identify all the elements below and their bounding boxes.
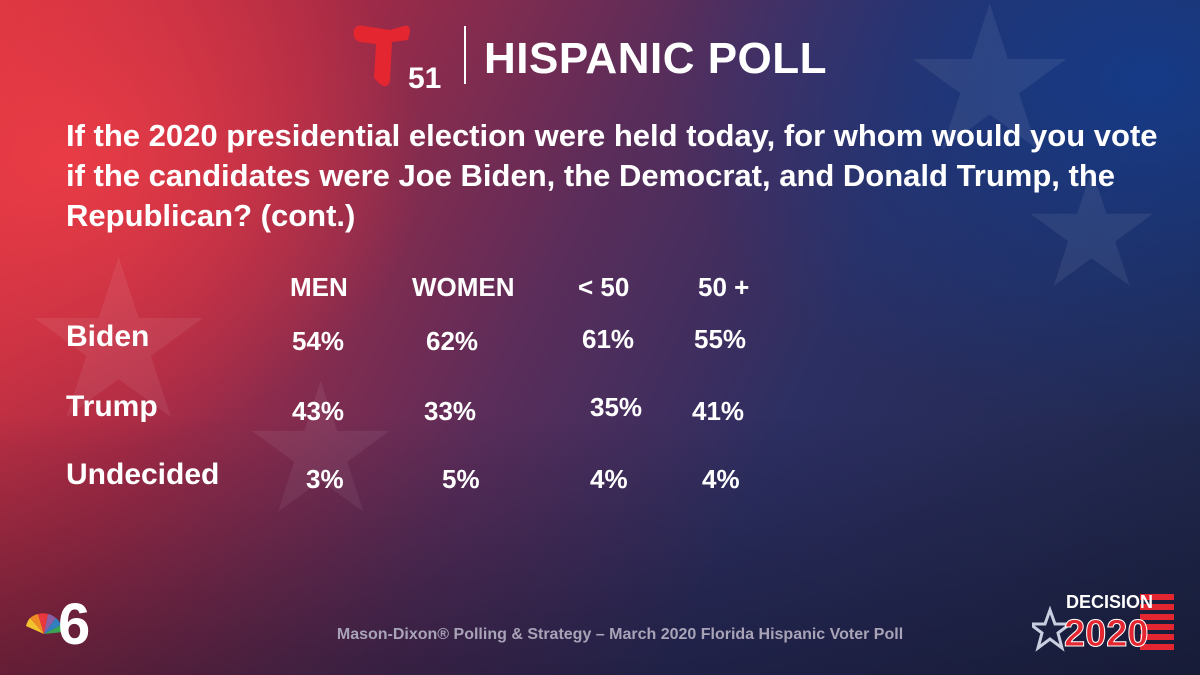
background-star-icon: ★ <box>1020 136 1164 323</box>
table-cell: 5% <box>442 464 480 494</box>
source-footnote: Mason-Dixon® Polling & Strategy – March … <box>336 626 904 643</box>
column-header-under-50: < 50 <box>578 272 630 302</box>
table-cell: 61% <box>582 324 635 354</box>
nbc-6-logo: 6 <box>24 588 96 657</box>
column-header-men: MEN <box>290 272 348 302</box>
star-icon <box>1025 605 1075 652</box>
column-header-50-plus: 50 + <box>698 272 750 302</box>
decision-2020-logo: DECISION 2020 <box>1025 590 1182 656</box>
table-cell: 35% <box>590 392 643 422</box>
background-vignette <box>0 415 1200 675</box>
decision-word: DECISION <box>1066 592 1153 612</box>
row-label-undecided: Undecided <box>66 458 220 491</box>
telemundo-51-logo: 51 <box>352 20 452 92</box>
station-number: 6 <box>58 592 90 650</box>
table-cell: 33% <box>424 396 477 426</box>
table-cell: 4% <box>590 464 628 494</box>
table-cell: 54% <box>292 326 345 356</box>
decision-year: 2020 <box>1064 613 1149 652</box>
column-header-women: WOMEN <box>412 272 515 302</box>
header-divider <box>464 26 466 84</box>
row-label-biden: Biden <box>66 320 150 353</box>
table-cell: 43% <box>292 396 345 426</box>
background-star-icon: ★ <box>240 360 401 540</box>
table-cell: 62% <box>426 326 479 356</box>
background-star-icon: ★ <box>900 0 1080 196</box>
poll-question: If the 2020 presidential election were h… <box>66 118 1158 233</box>
table-cell: 41% <box>692 396 745 426</box>
row-label-trump: Trump <box>66 390 158 423</box>
flag-stripes-icon <box>1140 594 1174 650</box>
page-title: HISPANIC POLL <box>484 34 828 83</box>
logo-number: 51 <box>408 62 441 92</box>
table-cell: 3% <box>306 464 344 494</box>
background-star-icon: ★ <box>20 212 218 468</box>
table-cell: 4% <box>702 464 740 494</box>
table-cell: 55% <box>694 324 747 354</box>
